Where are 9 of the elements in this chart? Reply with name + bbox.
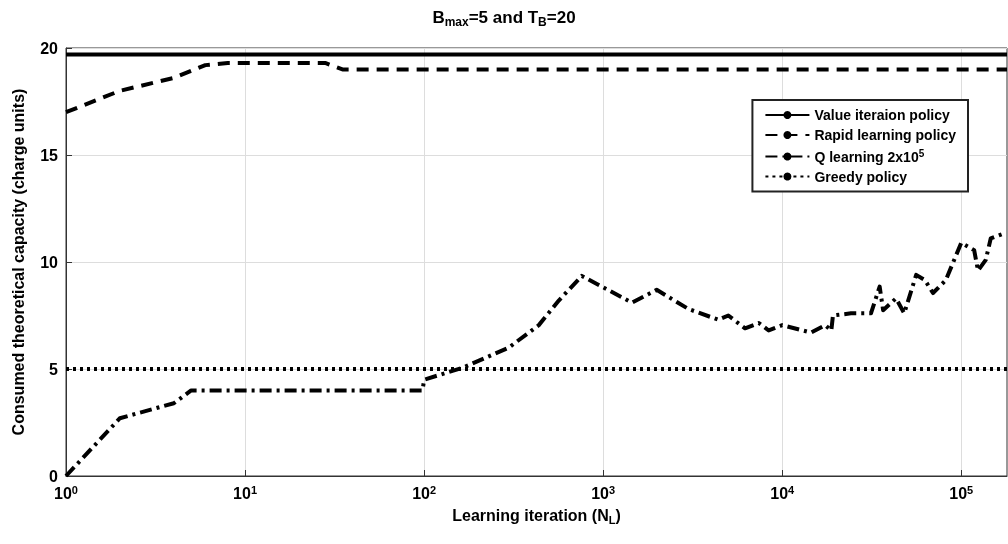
y-tick-label: 20 xyxy=(40,39,59,57)
y-tick-label: 15 xyxy=(40,146,59,164)
legend-label: Value iteraion policy xyxy=(814,107,951,123)
y-tick-label: 0 xyxy=(49,467,59,485)
legend-label: Rapid learning policy xyxy=(814,127,957,143)
y-axis-title: Consumed theoretical capacity (charge units) xyxy=(9,88,27,436)
y-tick-label: 5 xyxy=(49,360,59,378)
legend-label: Greedy policy xyxy=(814,168,908,185)
y-tick-label: 10 xyxy=(40,253,59,271)
